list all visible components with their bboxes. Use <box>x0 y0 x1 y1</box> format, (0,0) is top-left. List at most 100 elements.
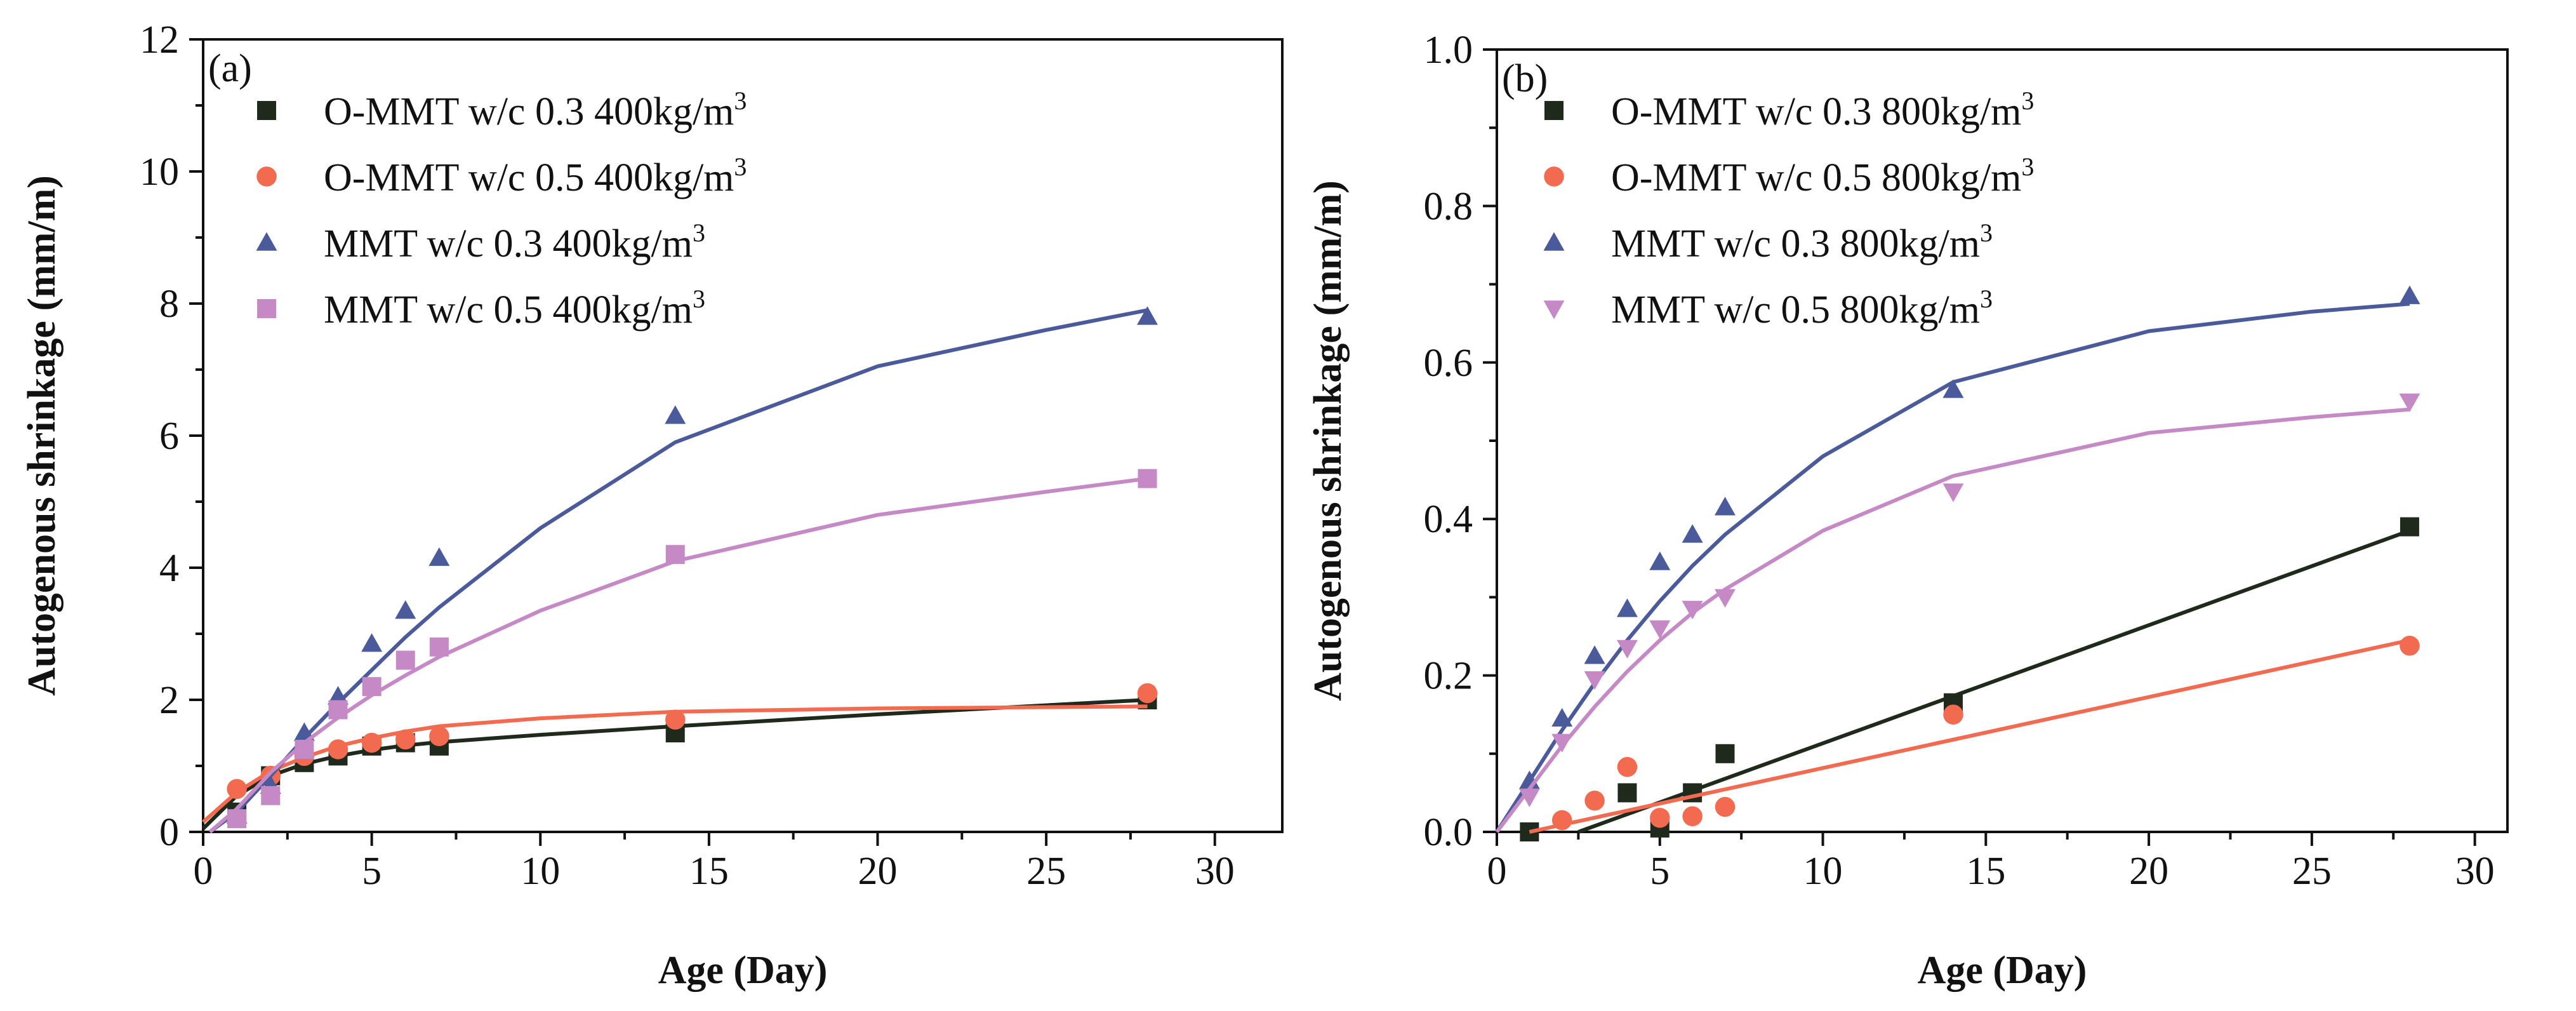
data-point <box>395 729 416 750</box>
data-point <box>328 739 349 760</box>
data-point <box>2400 636 2420 656</box>
panel-label: (a) <box>208 47 252 90</box>
data-point <box>293 722 315 741</box>
data-point <box>227 809 247 829</box>
data-point <box>1649 620 1671 639</box>
legend-label: O-MMT w/c 0.5 800kg/m3 <box>1611 152 2034 199</box>
legend-entry: O-MMT w/c 0.3 400kg/m3 <box>257 86 747 133</box>
panel-a: 0 5 10 15 20 25 30 0 2 4 6 8 10 12 Age (Day) Autogenous… <box>20 18 1284 992</box>
x-tick-label: 15 <box>689 850 729 893</box>
y-tick-label: 0.6 <box>1424 342 1473 385</box>
legend-label-sup: 3 <box>693 285 705 313</box>
legend-marker <box>1543 232 1565 251</box>
data-point <box>395 650 415 670</box>
data-point <box>1943 704 1963 725</box>
data-point <box>1942 483 1964 502</box>
legend-entry: MMT w/c 0.5 800kg/m3 <box>1543 285 1993 331</box>
x-tick-label: 25 <box>1026 850 1066 893</box>
y-tick-label: 0.8 <box>1424 185 1473 228</box>
legend-marker <box>1544 166 1564 187</box>
legend-label-sup: 3 <box>693 218 705 247</box>
x-tick-label: 10 <box>521 850 560 893</box>
legend-entry: O-MMT w/c 0.3 800kg/m3 <box>1544 86 2034 133</box>
legend-entry: O-MMT w/c 0.5 400kg/m3 <box>256 152 747 199</box>
data-point <box>1551 707 1573 727</box>
data-point <box>1942 379 1964 398</box>
x-tick-label: 30 <box>1195 850 1235 893</box>
y-tick-label: 0 <box>159 811 179 854</box>
data-point <box>429 637 449 657</box>
data-point <box>1138 469 1157 488</box>
legend-marker <box>256 232 277 251</box>
x-tick-label: 20 <box>2129 850 2168 893</box>
x-tick-label: 20 <box>858 850 898 893</box>
y-tick-label: 12 <box>140 18 179 62</box>
legend-label: O-MMT w/c 0.5 400kg/m3 <box>324 152 747 199</box>
data-point <box>1616 598 1638 617</box>
legend-label-sup: 3 <box>2021 86 2034 115</box>
x-tick-label: 25 <box>2292 850 2332 893</box>
legend-label-main: MMT w/c 0.3 800kg/m <box>1611 222 1980 265</box>
data-point <box>1616 639 1638 659</box>
data-point <box>328 686 349 705</box>
y-tick-label: 0.0 <box>1424 811 1473 854</box>
fit-curve <box>208 476 1148 834</box>
data-point <box>1650 808 1670 828</box>
data-point <box>429 726 449 746</box>
data-point <box>1714 497 1736 516</box>
legend-label: MMT w/c 0.5 800kg/m3 <box>1611 285 1993 331</box>
y-tick-label: 8 <box>159 283 179 326</box>
data-point <box>328 700 348 720</box>
data-point <box>1551 810 1572 831</box>
legend-label-sup: 3 <box>734 152 747 181</box>
data-point <box>1617 783 1637 803</box>
legend-entry: O-MMT w/c 0.5 800kg/m3 <box>1544 152 2034 199</box>
x-tick-label: 15 <box>1966 850 2005 893</box>
panel-label: (b) <box>1502 57 1548 100</box>
data-point <box>1682 601 1703 620</box>
x-axis-title: Age (Day) <box>1918 949 2087 992</box>
data-point <box>1584 645 1605 664</box>
x-axis-title: Age (Day) <box>658 949 828 992</box>
legend-label-main: MMT w/c 0.5 400kg/m <box>324 288 693 331</box>
fit-curve <box>1495 302 2410 833</box>
legend-label: O-MMT w/c 0.3 400kg/m3 <box>324 86 747 133</box>
data-point <box>227 779 247 800</box>
legend-label-main: O-MMT w/c 0.3 800kg/m <box>1611 90 2021 133</box>
data-point <box>665 545 685 565</box>
y-tick-label: 10 <box>140 151 179 194</box>
x-tick-label: 5 <box>362 850 382 893</box>
legend-entry: MMT w/c 0.3 400kg/m3 <box>256 218 705 265</box>
data-point <box>362 677 382 697</box>
legend-marker <box>1544 101 1564 120</box>
x-tick-label: 0 <box>194 850 213 893</box>
data-point <box>1715 744 1735 763</box>
data-point <box>1715 796 1736 817</box>
legend-label-main: O-MMT w/c 0.5 400kg/m <box>324 156 734 199</box>
legend-label-sup: 3 <box>1980 285 1993 313</box>
x-tick-label: 5 <box>1650 850 1670 893</box>
data-point <box>2399 285 2420 304</box>
legend-label: MMT w/c 0.3 800kg/m3 <box>1611 218 1993 265</box>
y-axis-title: Autogenous shrinkage (mm/m) <box>1306 180 1350 701</box>
data-point <box>1137 683 1158 704</box>
data-point <box>1682 806 1703 827</box>
legend-marker <box>257 101 276 120</box>
fit-curve <box>1529 638 2410 834</box>
legend-label-main: O-MMT w/c 0.3 400kg/m <box>324 90 734 133</box>
y-tick-label: 6 <box>159 415 179 458</box>
legend-label-main: MMT w/c 0.5 800kg/m <box>1611 288 1980 331</box>
data-point <box>1714 589 1736 608</box>
data-point <box>2400 517 2419 537</box>
data-point <box>1518 788 1540 808</box>
data-point <box>261 786 281 805</box>
legend-label-main: MMT w/c 0.3 400kg/m <box>324 222 693 265</box>
data-point <box>1649 551 1671 570</box>
y-tick-label: 1.0 <box>1424 29 1473 72</box>
x-tick-label: 0 <box>1487 850 1507 893</box>
data-point <box>1617 756 1638 777</box>
legend-label: MMT w/c 0.5 400kg/m3 <box>324 285 705 331</box>
panel-b: 0 5 10 15 20 25 30 0.0 0.2 0.4 0.6 0.8 1.0 Age (Day) A… <box>1306 29 2509 992</box>
legend-label: MMT w/c 0.3 400kg/m3 <box>324 218 705 265</box>
y-tick-label: 0.2 <box>1424 655 1473 698</box>
